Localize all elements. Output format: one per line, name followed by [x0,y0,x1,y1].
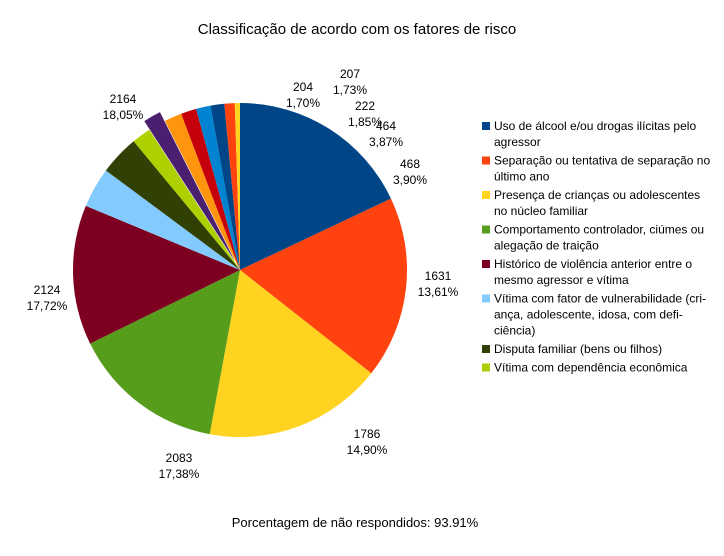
legend-swatch [482,122,490,130]
slice-percent-label: 1,85% [348,115,382,129]
legend-item: Presença de crianças ou adolescentes no n… [482,188,700,218]
pie-slice [209,270,372,437]
slice-value-label: 204 [293,80,313,94]
legend-swatch [482,345,490,353]
slice-percent-label: 13,61% [418,285,459,299]
pie-slice [234,102,240,270]
slice-percent-label: 18,05% [103,108,144,122]
pie-slice [72,205,241,344]
slice-percent-label: 1,70% [286,96,320,110]
slice-percent-label: 17,38% [159,467,200,481]
legend-label: Disputa familiar (bens ou filhos) [494,342,662,356]
legend-label: Comportamento controlador, ciúmes ou [494,223,704,237]
legend-item: Separação ou tentativa de separação no úl… [482,154,710,184]
pie-slice [85,170,240,270]
data-labels: 2164 18,05% 2124 17,72% 2083 17,38% 1786 14,90%… [27,67,459,481]
legend-item: Vítima com fator de vulnerabilidade (cri… [482,292,706,338]
slice-value-label: 2083 [166,451,193,465]
pie-slice [196,105,240,271]
legend-label: Vítima com fator de vulnerabilidade (cri… [494,292,706,306]
slice-value-label: 207 [340,67,360,81]
chart-title: Classificação de acordo com os fatores d… [198,21,516,38]
pie-slice [224,103,240,270]
pie-slice [210,103,240,271]
pie-slice [144,112,236,262]
chart-footnote: Porcentagem de não respondidos: 93.91% [232,515,479,530]
legend-swatch [482,156,490,165]
slice-value-label: 2164 [110,92,137,106]
slice-value-label: 1631 [425,269,452,283]
pie-slices [72,102,408,437]
slice-value-label: 1786 [354,427,381,441]
slice-value-label: 468 [400,157,420,171]
slice-percent-label: 17,72% [27,299,68,313]
legend-swatch [482,191,490,199]
legend-swatch [482,225,490,234]
legend-swatch [482,363,490,372]
pie-slice [240,103,391,270]
legend-item: Comportamento controlador, ciúmes ou aleg… [482,223,704,253]
legend-label: no núcleo familiar [494,204,588,218]
legend: Uso de álcool e/ou drogas ilícitas pelo a… [482,119,710,375]
legend-swatch [482,294,490,303]
legend-label: Uso de álcool e/ou drogas ilícitas pelo [494,119,696,133]
slice-value-label: 2124 [34,283,61,297]
legend-label: Vítima com dependência econômica [494,361,688,375]
pie-slice [133,129,240,270]
legend-label: último ano [494,170,550,184]
pie-slice [164,113,240,270]
pie-slice [90,270,240,435]
slice-percent-label: 3,90% [393,173,427,187]
legend-label: ança, adolescente, idosa, com defi- [494,308,683,322]
slice-percent-label: 3,87% [369,135,403,149]
pie-slice [240,198,408,374]
legend-label: Presença de crianças ou adolescentes [494,188,700,202]
legend-item: Vítima com dependência econômica [482,361,688,375]
slice-percent-label: 1,73% [333,83,367,97]
legend-label: alegação de traição [494,239,599,253]
legend-label: mesmo agressor e vítima [494,273,629,287]
legend-label: Histórico de violência anterior entre o [494,257,692,271]
slice-percent-label: 14,90% [347,443,388,457]
legend-item: Disputa familiar (bens ou filhos) [482,342,662,356]
pie-slice [105,141,241,270]
legend-item: Uso de álcool e/ou drogas ilícitas pelo a… [482,119,696,149]
legend-label: agressor [494,135,541,149]
legend-item: Histórico de violência anterior entre o m… [482,257,692,287]
legend-label: Separação ou tentativa de separação no [494,154,710,168]
legend-label: ciência) [494,324,535,338]
legend-swatch [482,260,490,268]
slice-value-label: 464 [376,119,396,133]
pie-slice [181,108,240,270]
slice-value-label: 222 [355,99,375,113]
